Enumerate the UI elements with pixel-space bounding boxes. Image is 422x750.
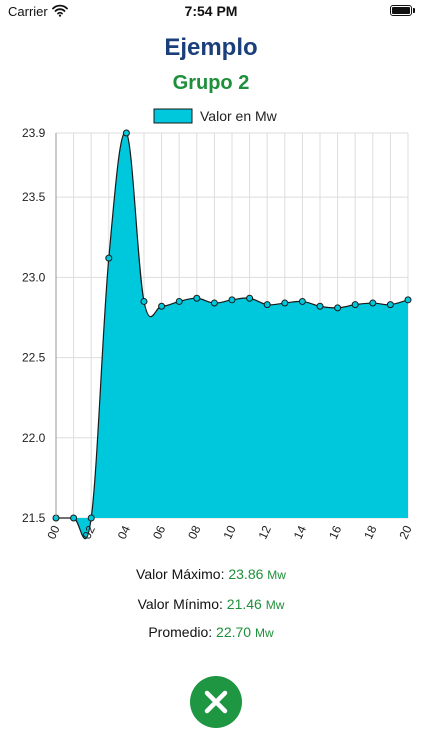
series-area (56, 132, 408, 539)
stat-max: Valor Máximo: 23.86 Mw (0, 566, 422, 582)
data-point (316, 302, 324, 310)
stat-min-label: Valor Mínimo: (137, 596, 227, 612)
stat-max-label: Valor Máximo: (136, 566, 229, 582)
data-point (228, 296, 236, 304)
legend-label: Valor en Mw (200, 108, 278, 124)
x-tick-label: 20 (396, 523, 414, 541)
x-tick-label: 08 (185, 523, 203, 541)
x-tick-label: 10 (220, 523, 238, 541)
data-point (140, 297, 148, 305)
battery-cap (413, 8, 415, 13)
page-title: Ejemplo (164, 34, 258, 61)
stat-min-value: 21.46 (226, 596, 262, 612)
y-tick-label: 23.5 (22, 190, 46, 204)
data-point (404, 296, 412, 304)
stat-max-value: 23.86 (228, 566, 264, 582)
data-point (87, 514, 95, 522)
data-point (334, 304, 342, 312)
x-tick-label: 12 (256, 523, 274, 541)
data-point (246, 294, 254, 302)
x-tick-label: 18 (361, 523, 379, 541)
page-subtitle: Grupo 2 (172, 72, 250, 94)
stat-min-unit: Mw (265, 598, 285, 612)
stat-avg-value: 22.70 (216, 624, 252, 640)
x-tick-label: 16 (326, 523, 344, 541)
y-tick-label: 22.5 (22, 351, 46, 365)
carrier-label: Carrier (8, 4, 48, 19)
battery-icon (390, 5, 412, 16)
data-point (281, 299, 289, 307)
stat-avg-label: Promedio: (148, 624, 217, 640)
data-point (70, 514, 78, 522)
data-point (263, 301, 271, 309)
data-point (351, 301, 359, 309)
data-point (158, 302, 166, 310)
data-point (105, 254, 113, 262)
wifi-icon (52, 4, 68, 22)
y-tick-label: 22.0 (22, 431, 46, 445)
data-point (175, 297, 183, 305)
chart: 21.5 22.0 22.5 23.0 23.5 23.9 00 02 04 06 08 10 12 14… (22, 108, 415, 541)
legend-swatch (153, 108, 193, 124)
stat-avg: Promedio: 22.70 Mw (0, 624, 422, 640)
y-tick-label: 23.9 (22, 126, 46, 140)
y-tick-label: 23.0 (22, 270, 46, 284)
x-tick-label: 00 (44, 523, 62, 541)
status-time: 7:54 PM (184, 3, 238, 19)
status-bar: Carrier 7:54 PM (0, 0, 422, 24)
data-point (386, 301, 394, 309)
close-icon (204, 690, 228, 714)
x-tick-label: 02 (80, 523, 98, 541)
data-point (193, 294, 201, 302)
stat-max-unit: Mw (267, 568, 286, 582)
stat-min: Valor Mínimo: 21.46 Mw (0, 596, 422, 612)
x-tick-label: 14 (291, 523, 309, 541)
data-point (210, 299, 218, 307)
data-point (369, 299, 377, 307)
close-button[interactable] (190, 676, 242, 728)
x-tick-label: 06 (150, 523, 168, 541)
x-tick-label: 04 (115, 523, 133, 541)
data-point (122, 129, 130, 137)
y-tick-label: 21.5 (22, 511, 46, 525)
stat-avg-unit: Mw (254, 626, 274, 640)
data-point (298, 297, 306, 305)
